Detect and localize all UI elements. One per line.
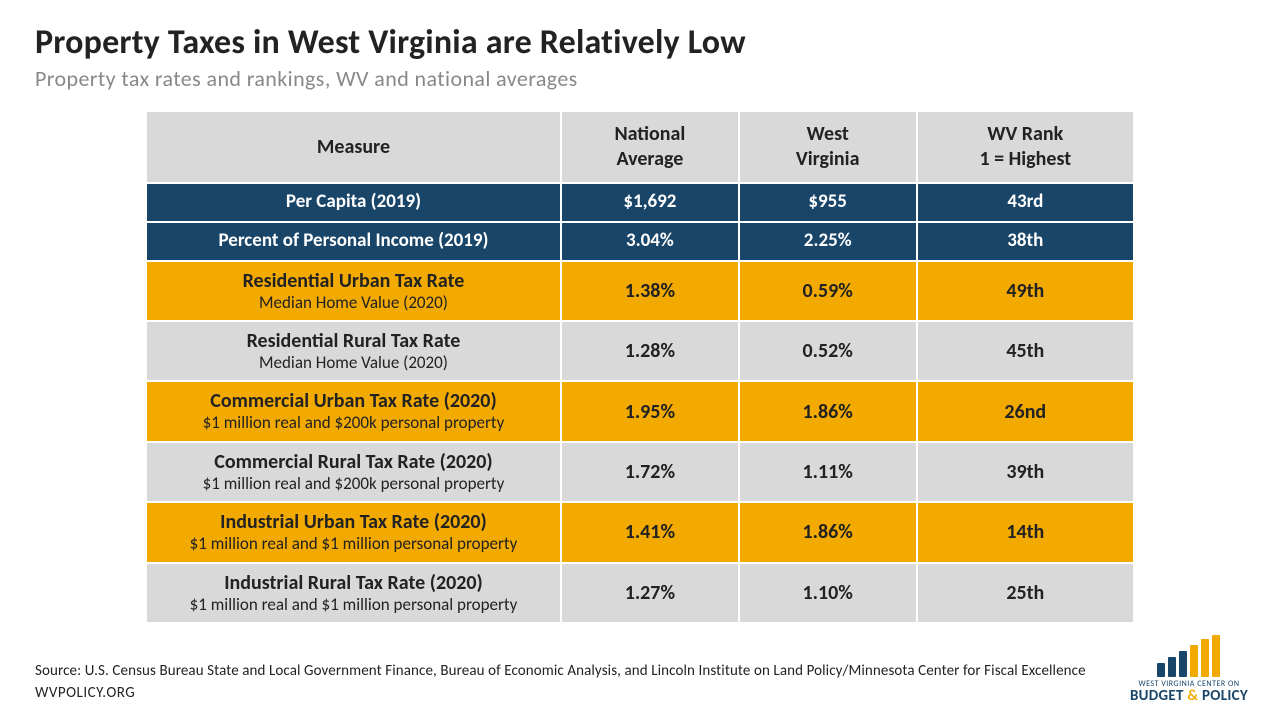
table-row: Residential Rural Tax RateMedian Home Va…: [146, 321, 1134, 381]
cell-measure: Per Capita (2019): [146, 183, 561, 222]
cell-wv: 1.11%: [739, 442, 917, 502]
cell-rank: 39th: [917, 442, 1134, 502]
footer: Source: U.S. Census Bureau State and Loc…: [35, 662, 1086, 702]
measure-main: Commercial Urban Tax Rate (2020): [210, 389, 496, 413]
cell-measure: Commercial Urban Tax Rate (2020)$1 milli…: [146, 381, 561, 441]
logo-bar: [1190, 645, 1198, 677]
table-container: Measure NationalAverage WestVirginia WV …: [35, 110, 1245, 624]
logo-bar: [1201, 639, 1209, 677]
cell-rank: 14th: [917, 502, 1134, 562]
cell-nat: 1.27%: [561, 563, 739, 623]
cell-wv: 1.86%: [739, 502, 917, 562]
measure-sub: $1 million real and $1 million personal …: [153, 595, 554, 615]
cell-measure: Residential Rural Tax RateMedian Home Va…: [146, 321, 561, 381]
measure-sub: $1 million real and $200k personal prope…: [153, 413, 554, 433]
cell-rank: 49th: [917, 261, 1134, 321]
org-logo: WEST VIRGINIA CENTER ON BUDGET & POLICY: [1130, 635, 1248, 704]
cell-nat: 3.04%: [561, 222, 739, 261]
cell-rank: 45th: [917, 321, 1134, 381]
cell-wv: 1.86%: [739, 381, 917, 441]
cell-nat: $1,692: [561, 183, 739, 222]
measure-main: Percent of Personal Income (2019): [218, 229, 488, 252]
cell-rank: 26nd: [917, 381, 1134, 441]
table-row: Industrial Rural Tax Rate (2020)$1 milli…: [146, 563, 1134, 623]
cell-measure: Industrial Urban Tax Rate (2020)$1 milli…: [146, 502, 561, 562]
col-rank: WV Rank1 = Highest: [917, 111, 1134, 183]
cell-rank: 25th: [917, 563, 1134, 623]
table-row: Commercial Urban Tax Rate (2020)$1 milli…: [146, 381, 1134, 441]
table-row: Percent of Personal Income (2019) 3.04%2.…: [146, 222, 1134, 261]
table-header-row: Measure NationalAverage WestVirginia WV …: [146, 111, 1134, 183]
source-line: Source: U.S. Census Bureau State and Loc…: [35, 662, 1086, 680]
logo-main-text: BUDGET & POLICY: [1130, 689, 1248, 704]
measure-main: Residential Urban Tax Rate: [243, 269, 465, 293]
logo-bar: [1168, 657, 1176, 677]
page-title: Property Taxes in West Virginia are Rela…: [35, 22, 1245, 63]
tax-table: Measure NationalAverage WestVirginia WV …: [145, 110, 1135, 624]
table-row: Industrial Urban Tax Rate (2020)$1 milli…: [146, 502, 1134, 562]
logo-bar: [1179, 651, 1187, 677]
measure-main: Industrial Rural Tax Rate (2020): [224, 571, 483, 595]
measure-main: Residential Rural Tax Rate: [247, 329, 461, 353]
logo-bar: [1212, 635, 1220, 677]
logo-bar: [1157, 663, 1165, 677]
col-wv: WestVirginia: [739, 111, 917, 183]
measure-sub: Median Home Value (2020): [153, 353, 554, 373]
logo-bars-icon: [1157, 635, 1220, 677]
table-row: Commercial Rural Tax Rate (2020)$1 milli…: [146, 442, 1134, 502]
page-subtitle: Property tax rates and rankings, WV and …: [35, 65, 1245, 92]
cell-measure: Percent of Personal Income (2019): [146, 222, 561, 261]
measure-main: Industrial Urban Tax Rate (2020): [220, 510, 487, 534]
cell-measure: Industrial Rural Tax Rate (2020)$1 milli…: [146, 563, 561, 623]
cell-rank: 38th: [917, 222, 1134, 261]
cell-nat: 1.28%: [561, 321, 739, 381]
cell-nat: 1.38%: [561, 261, 739, 321]
cell-measure: Residential Urban Tax RateMedian Home Va…: [146, 261, 561, 321]
cell-wv: 0.52%: [739, 321, 917, 381]
site-url: WVPOLICY.ORG: [35, 684, 1086, 702]
col-measure: Measure: [146, 111, 561, 183]
cell-rank: 43rd: [917, 183, 1134, 222]
table-row: Residential Urban Tax RateMedian Home Va…: [146, 261, 1134, 321]
cell-measure: Commercial Rural Tax Rate (2020)$1 milli…: [146, 442, 561, 502]
measure-sub: Median Home Value (2020): [153, 293, 554, 313]
measure-main: Commercial Rural Tax Rate (2020): [214, 450, 492, 474]
table-row: Per Capita (2019) $1,692$95543rd: [146, 183, 1134, 222]
cell-wv: $955: [739, 183, 917, 222]
measure-sub: $1 million real and $1 million personal …: [153, 534, 554, 554]
measure-sub: $1 million real and $200k personal prope…: [153, 474, 554, 494]
cell-wv: 2.25%: [739, 222, 917, 261]
cell-nat: 1.95%: [561, 381, 739, 441]
cell-wv: 0.59%: [739, 261, 917, 321]
cell-nat: 1.72%: [561, 442, 739, 502]
cell-wv: 1.10%: [739, 563, 917, 623]
col-national: NationalAverage: [561, 111, 739, 183]
cell-nat: 1.41%: [561, 502, 739, 562]
measure-main: Per Capita (2019): [286, 190, 421, 213]
